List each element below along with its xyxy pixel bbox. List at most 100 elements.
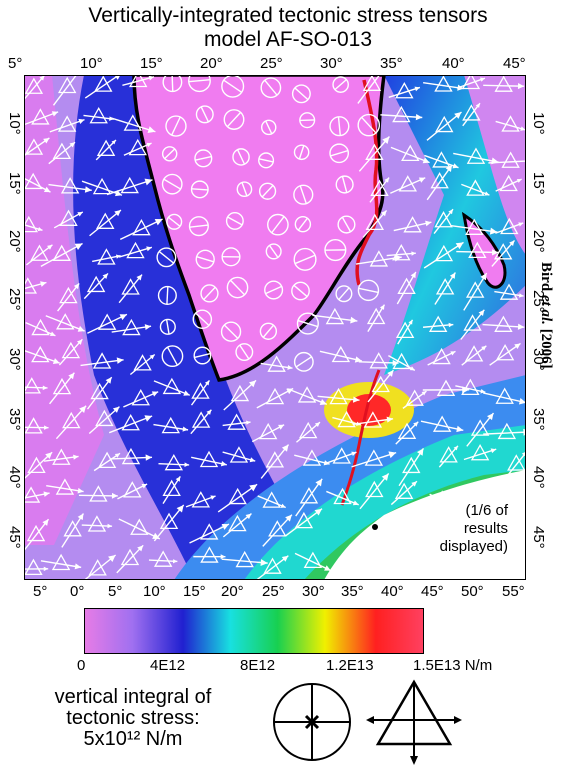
stress-triangle-symbol	[388, 82, 421, 99]
stress-triangle-symbol	[494, 283, 524, 300]
note-line1: (1/6 of	[465, 502, 508, 519]
stress-triangle-symbol	[61, 513, 85, 548]
stress-triangle-symbol	[49, 372, 75, 405]
stress-triangle-symbol	[483, 387, 526, 405]
bottom-tick: 30°	[302, 583, 325, 600]
stress-triangle-symbol	[390, 144, 430, 164]
stress-circle-symbol	[299, 112, 316, 129]
stress-triangle-symbol	[129, 353, 156, 376]
colorbar-label: 1.2E13	[326, 657, 374, 674]
top-tick: 5°	[8, 55, 23, 72]
stress-triangle-symbol	[256, 555, 289, 580]
bottom-tick: 10°	[143, 583, 166, 600]
stress-triangle-symbol	[24, 451, 53, 480]
right-tick: 45°	[530, 526, 547, 549]
stress-triangle-symbol	[466, 412, 495, 447]
stress-triangle-symbol	[93, 451, 121, 472]
stress-triangle-symbol	[123, 389, 159, 408]
stress-circle-symbol	[291, 281, 310, 301]
stress-triangle-symbol	[158, 453, 190, 471]
plate-boundary-southwest-indian	[340, 369, 381, 506]
bottom-tick: 15°	[183, 583, 206, 600]
stress-triangle-symbol	[92, 248, 121, 265]
bottom-tick: 20°	[221, 583, 244, 600]
right-tick: 40°	[530, 466, 547, 489]
stress-triangle-symbol	[463, 272, 488, 311]
stress-triangle-symbol	[111, 318, 152, 336]
top-tick: 25°	[260, 55, 283, 72]
top-tick: 20°	[200, 55, 223, 72]
left-tick: 30°	[6, 348, 23, 371]
stress-circle-symbol	[267, 213, 289, 236]
stress-circle-symbol	[293, 184, 314, 205]
credit-year: [2006]	[538, 324, 554, 369]
stress-triangle-symbol	[24, 137, 50, 157]
stress-circle-symbol	[156, 247, 177, 268]
stress-triangle-symbol	[118, 241, 153, 259]
stress-triangle-symbol	[87, 313, 128, 334]
stress-triangle-symbol	[84, 75, 121, 99]
stress-triangle-symbol	[451, 218, 498, 235]
stress-circle-symbol	[195, 249, 215, 269]
legend-line1: vertical integral of	[54, 686, 212, 708]
stress-triangle-symbol	[118, 274, 143, 304]
stress-circle-symbol	[236, 181, 253, 198]
top-tick: 15°	[140, 55, 163, 72]
stress-triangle-symbol	[456, 75, 486, 90]
colorbar-label: 0	[77, 657, 86, 674]
stress-triangle-symbol	[366, 304, 386, 332]
stress-circle-symbol	[188, 216, 209, 237]
stress-triangle-symbol	[40, 553, 82, 571]
stress-triangle-symbol	[78, 485, 118, 502]
stress-circle-symbol	[193, 346, 212, 365]
stress-triangle-symbol	[427, 347, 456, 366]
legend-triangle-symbol	[366, 679, 462, 765]
stress-circle-symbol	[265, 243, 282, 260]
stress-triangle-symbol	[294, 449, 330, 466]
stress-triangle-symbol	[89, 209, 122, 237]
top-tick: 45°	[503, 55, 526, 72]
stress-triangle-symbol	[189, 523, 230, 544]
stress-triangle-symbol	[423, 241, 464, 269]
stress-triangle-symbol	[462, 102, 481, 127]
stress-circle-symbol	[235, 343, 254, 361]
stress-triangle-symbol	[369, 177, 390, 203]
stress-triangle-symbol	[495, 174, 522, 192]
stress-triangle-symbol	[24, 558, 49, 576]
stress-triangle-symbol	[434, 272, 456, 305]
stress-circle-symbol	[357, 113, 381, 137]
stress-circle-symbol	[232, 148, 250, 166]
legend-circle-symbol	[273, 683, 351, 761]
stress-circle-symbol	[200, 284, 219, 303]
top-tick: 35°	[380, 55, 403, 72]
stress-triangle-symbol	[295, 478, 323, 517]
stress-triangle-symbol	[483, 75, 525, 92]
stress-triangle-symbol	[25, 318, 56, 337]
stress-triangle-symbol	[153, 504, 185, 542]
stress-triangle-symbol	[483, 422, 526, 440]
stress-circle-symbol	[195, 105, 214, 124]
stress-triangle-symbol	[461, 179, 490, 196]
stress-circle-symbol	[337, 215, 356, 234]
stress-triangle-symbol	[153, 377, 191, 396]
no-data-area	[324, 470, 526, 580]
stress-triangle-symbol	[24, 377, 48, 394]
stress-circle-symbol	[293, 351, 314, 372]
right-tick: 10°	[530, 112, 547, 135]
left-tick: 20°	[6, 230, 23, 253]
stress-triangle-symbol	[217, 483, 258, 513]
left-tick: 35°	[6, 408, 23, 431]
stress-triangle-symbol	[326, 487, 359, 506]
stress-circle-symbol	[260, 77, 282, 99]
stress-circle-symbol	[329, 116, 350, 137]
stress-triangle-symbol	[463, 444, 497, 461]
stress-triangle-symbol	[429, 490, 456, 508]
stress-circle-symbol	[324, 238, 347, 262]
top-tick: 30°	[320, 55, 343, 72]
stress-triangle-symbol	[81, 515, 113, 532]
stress-triangle-symbol	[460, 309, 485, 340]
stress-triangle-symbol	[495, 115, 526, 132]
stress-triangle-symbol	[86, 376, 113, 410]
stress-triangle-symbol	[80, 352, 124, 369]
stress-triangle-symbol	[433, 208, 454, 234]
